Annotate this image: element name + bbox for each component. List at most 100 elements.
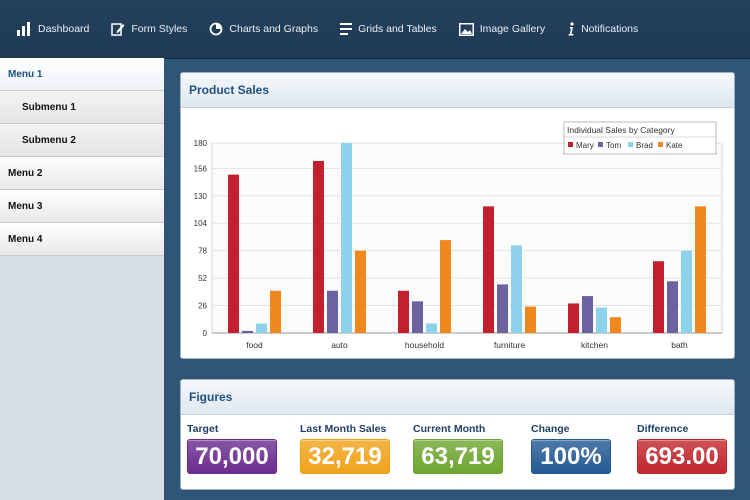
x-tick-label: household [405, 340, 445, 350]
figure-label: Difference [637, 423, 689, 435]
legend-label-brad: Brad [636, 141, 653, 150]
bar-mary-kitchen [568, 303, 579, 333]
legend-label-tom: Tom [606, 141, 621, 150]
x-tick-label: kitchen [581, 340, 608, 350]
legend-swatch-tom [598, 142, 603, 147]
y-tick-label: 52 [198, 274, 207, 283]
nav-item-form-styles[interactable]: Form Styles [111, 0, 187, 58]
figure-difference: Difference 693.00 [637, 423, 727, 474]
y-tick-label: 130 [194, 192, 208, 201]
nav-item-label: Notifications [581, 23, 639, 35]
figure-label: Current Month [413, 423, 486, 435]
sidebar-item-menu-2[interactable]: Menu 2 [0, 157, 164, 190]
y-tick-label: 104 [194, 219, 208, 228]
bar-brad-furniture [511, 245, 522, 333]
legend-label-kate: Kate [666, 141, 683, 150]
y-tick-label: 78 [198, 247, 207, 256]
figure-value: 100% [531, 439, 611, 474]
bar-tom-bath [667, 281, 678, 333]
figure-value: 63,719 [413, 439, 503, 474]
bar-kate-furniture [525, 306, 536, 333]
figures-row: Target 70,000 Last Month Sales 32,719 Curren… [181, 415, 734, 489]
bar-brad-food [256, 323, 267, 333]
figure-value: 32,719 [300, 439, 390, 474]
figure-label: Last Month Sales [300, 423, 387, 435]
nav-item-grids-and-tables[interactable]: Grids and Tables [340, 0, 437, 58]
legend-label-mary: Mary [576, 141, 594, 150]
figure-change: Change 100% [531, 423, 611, 474]
bar-brad-auto [341, 143, 352, 333]
bar-tom-auto [327, 290, 338, 333]
list-icon [340, 22, 358, 36]
bar-chart-icon [16, 22, 38, 36]
nav-item-image-gallery[interactable]: Image Gallery [458, 0, 546, 58]
nav-item-label: Grids and Tables [358, 23, 437, 35]
sidebar-item-menu-3[interactable]: Menu 3 [0, 190, 164, 223]
y-tick-label: 26 [198, 302, 207, 311]
sidebar-item-label: Submenu 2 [22, 134, 76, 146]
bar-brad-kitchen [596, 307, 607, 333]
y-tick-label: 156 [194, 164, 208, 173]
sidebar-item-label: Submenu 1 [22, 101, 76, 113]
pie-chart-icon [209, 22, 229, 36]
bar-tom-household [412, 301, 423, 333]
bar-brad-household [426, 323, 437, 333]
figure-value: 693.00 [637, 439, 727, 474]
panel-title: Product Sales [181, 73, 734, 108]
x-tick-label: food [246, 340, 263, 350]
x-tick-label: bath [671, 340, 688, 350]
bar-mary-household [398, 290, 409, 333]
sidebar-item-label: Menu 1 [8, 68, 43, 80]
sidebar-item-label: Menu 3 [8, 200, 43, 212]
figure-current-month: Current Month 63,719 [413, 423, 503, 474]
bar-mary-food [228, 174, 239, 333]
bar-tom-kitchen [582, 296, 593, 333]
y-tick-label: 180 [194, 139, 208, 148]
nav-item-notifications[interactable]: Notifications [567, 0, 638, 58]
figure-target: Target 70,000 [187, 423, 277, 474]
legend-swatch-brad [628, 142, 633, 147]
bar-tom-food [242, 330, 253, 333]
bar-brad-bath [681, 250, 692, 333]
nav-item-label: Dashboard [38, 23, 90, 35]
edit-icon [111, 22, 131, 36]
chart-area: 0 26 52 78 104 130 156 180 food auto household furn… [181, 108, 734, 358]
info-icon [567, 22, 581, 36]
bar-mary-furniture [483, 206, 494, 333]
bar-kate-food [270, 290, 281, 333]
image-icon [458, 22, 480, 36]
sidebar-item-label: Menu 2 [8, 167, 43, 179]
bar-kate-kitchen [610, 317, 621, 333]
legend [563, 121, 717, 155]
bar-kate-auto [355, 250, 366, 333]
y-tick-label: 0 [203, 329, 208, 338]
bar-mary-auto [313, 160, 324, 333]
sidebar: Menu 1 Submenu 1 Submenu 2 Menu 2 Menu 3 Menu… [0, 58, 164, 500]
bar-kate-household [440, 240, 451, 333]
sidebar-item-label: Menu 4 [8, 233, 43, 245]
sidebar-item-menu-4[interactable]: Menu 4 [0, 223, 164, 256]
figure-label: Change [531, 423, 570, 435]
sidebar-item-submenu-1[interactable]: Submenu 1 [0, 91, 164, 124]
legend-swatch-kate [658, 142, 663, 147]
product-sales-panel: Product Sales 0 26 52 78 104 130 156 180 food aut… [180, 72, 735, 359]
product-sales-chart: 0 26 52 78 104 130 156 180 food auto household furn… [194, 121, 723, 350]
nav-item-charts-and-graphs[interactable]: Charts and Graphs [209, 0, 318, 58]
nav-item-label: Form Styles [131, 23, 188, 35]
sidebar-item-submenu-2[interactable]: Submenu 2 [0, 124, 164, 157]
sidebar-item-menu-1[interactable]: Menu 1 [0, 58, 164, 91]
nav-item-dashboard[interactable]: Dashboard [16, 0, 89, 58]
nav-item-label: Image Gallery [479, 23, 546, 35]
x-tick-label: furniture [494, 340, 525, 350]
legend-title: Individual Sales by Category [567, 125, 675, 135]
panel-title: Figures [181, 380, 734, 415]
figures-panel: Figures Target 70,000 Last Month Sales 32,7… [180, 379, 735, 490]
figure-last-month-sales: Last Month Sales 32,719 [300, 423, 390, 474]
figure-value: 70,000 [187, 439, 277, 474]
top-nav-bar: Dashboard Form Styles Charts and Graphs Gri… [0, 0, 750, 59]
nav-item-label: Charts and Graphs [229, 23, 319, 35]
x-tick-label: auto [331, 340, 348, 350]
bar-kate-bath [695, 206, 706, 333]
figure-label: Target [187, 423, 219, 435]
bar-tom-furniture [497, 284, 508, 333]
